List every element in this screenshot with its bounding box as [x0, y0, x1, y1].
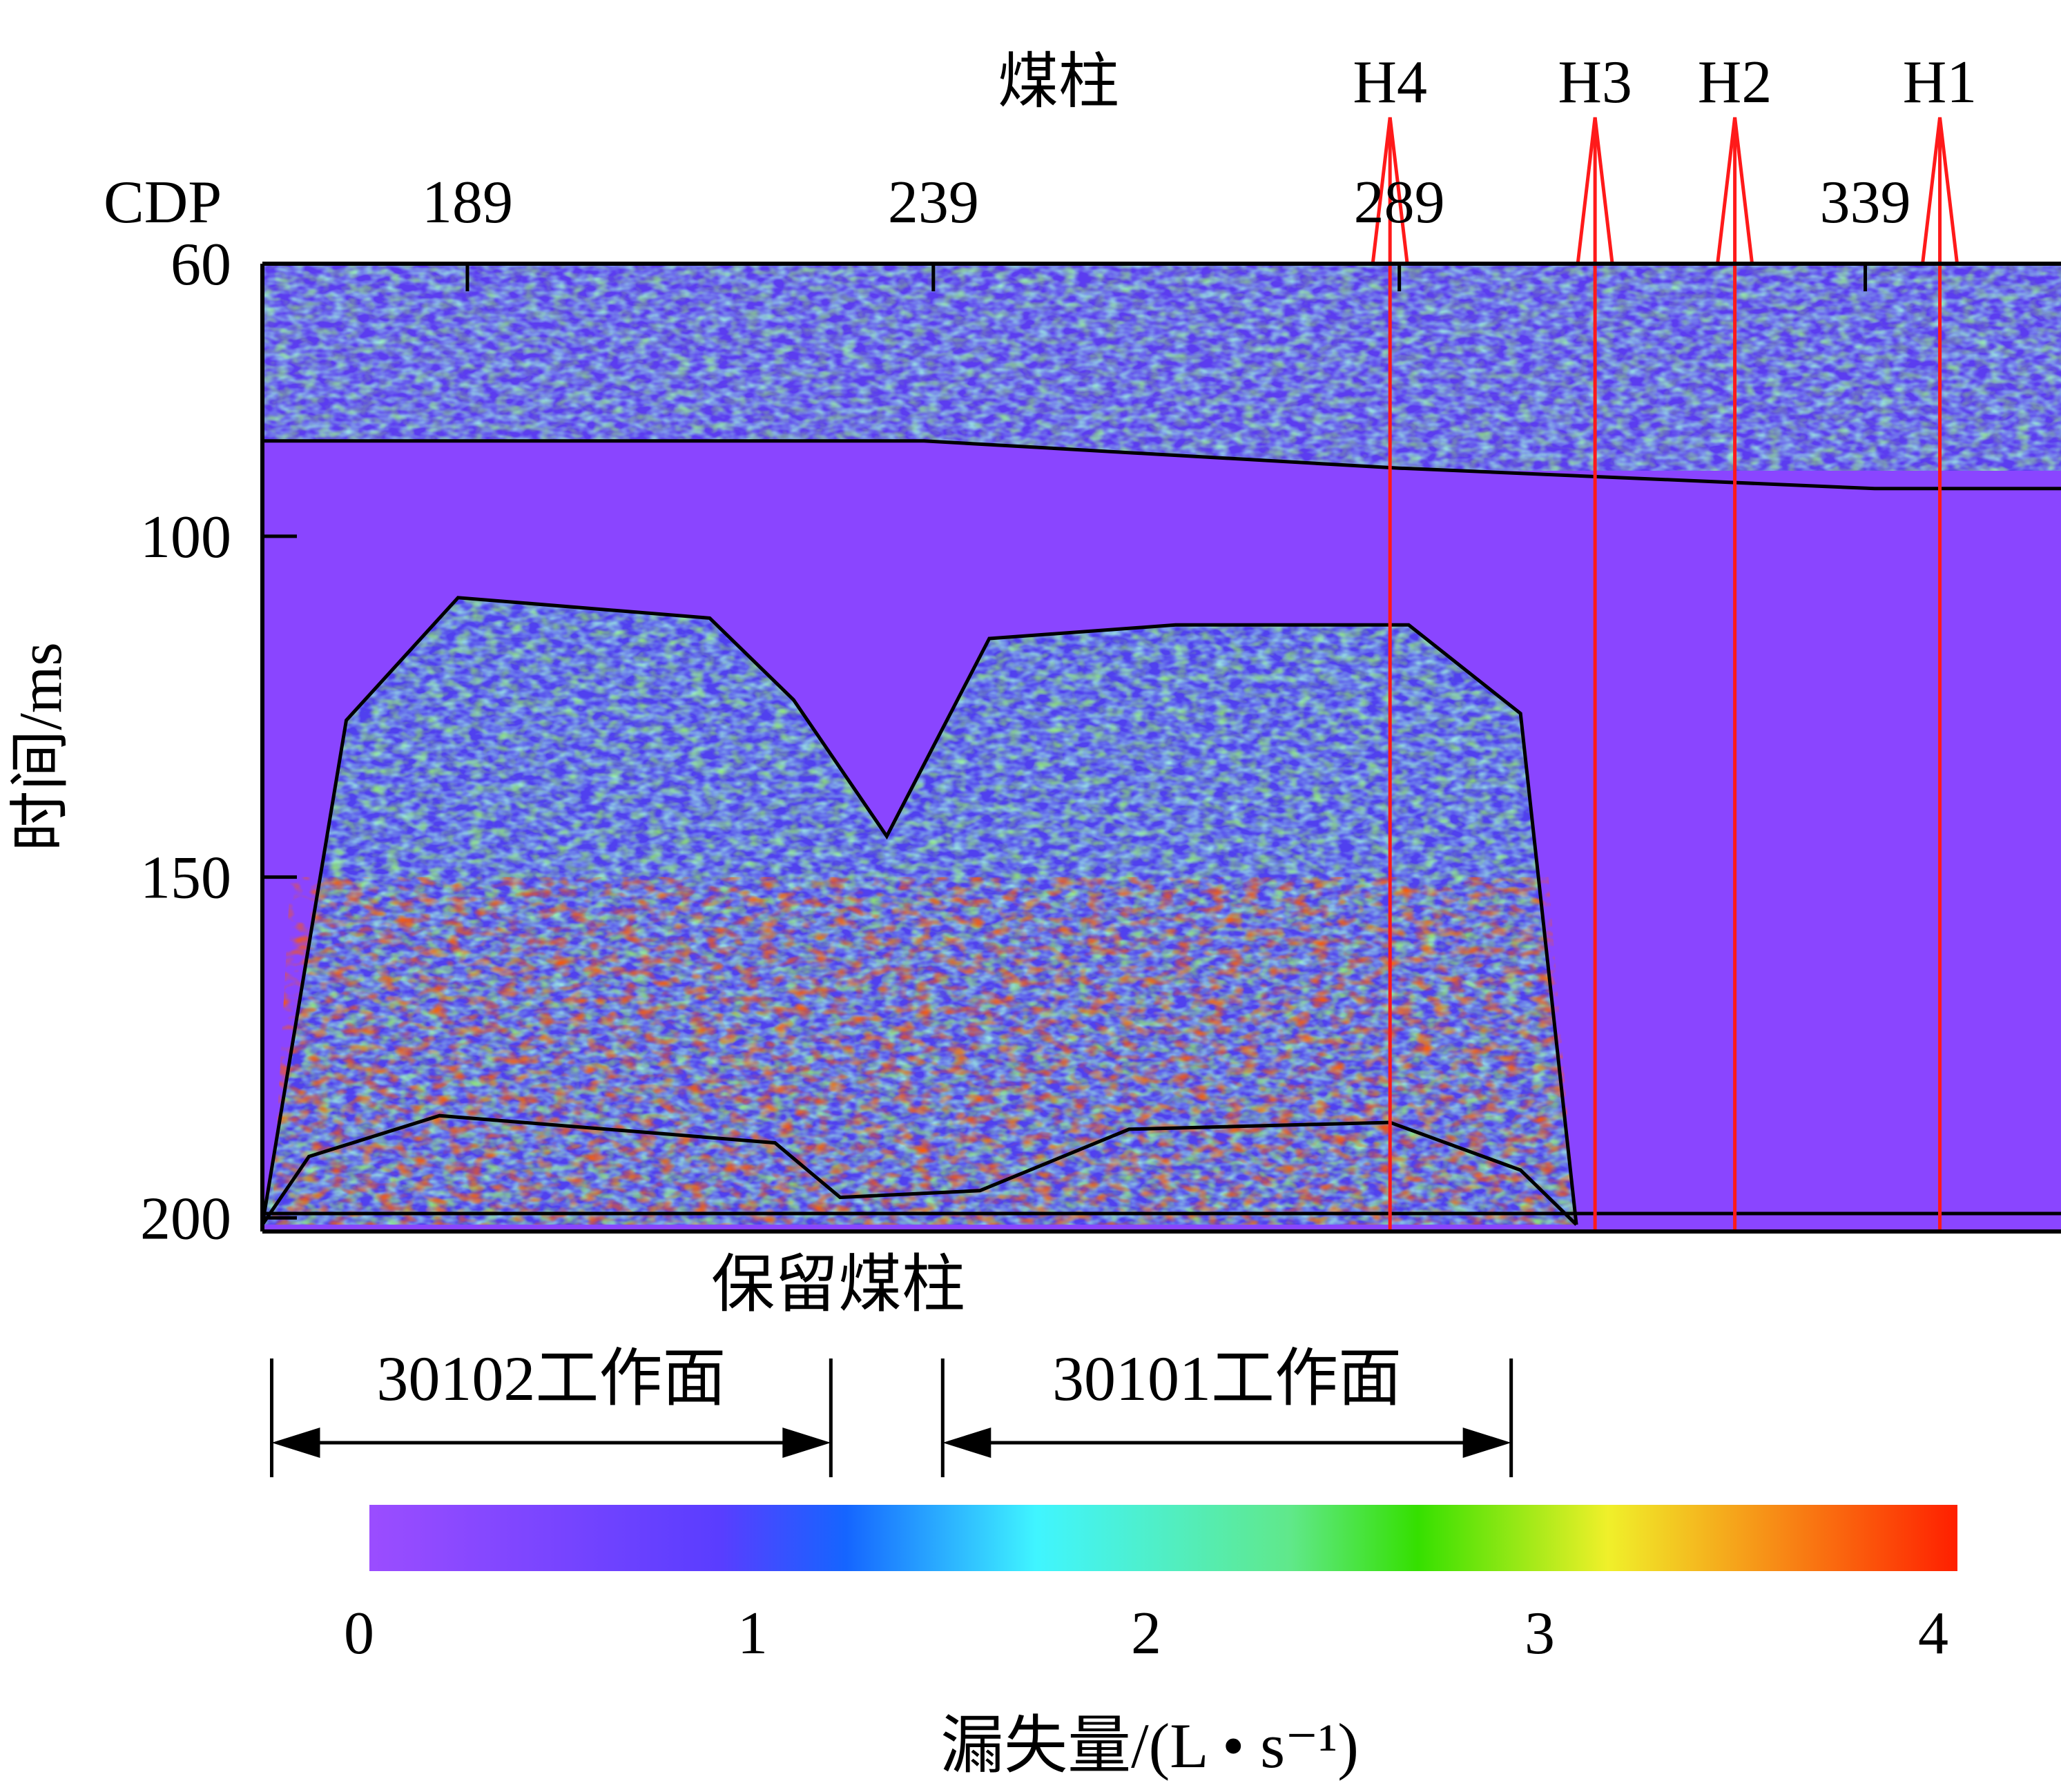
borehole-arrowhead: [1371, 117, 1409, 264]
borehole-h4: H4: [1353, 49, 1427, 1231]
borehole-label: H3: [1558, 49, 1632, 116]
y-tick-label: 150: [140, 845, 231, 912]
colorbar-tick-label: 4: [1918, 1600, 1948, 1667]
workface-arrow-left: [942, 1428, 991, 1458]
colorbar-tick-label: 1: [737, 1600, 768, 1667]
colorbar-label: 漏失量/(L • s⁻¹): [940, 1711, 1359, 1781]
colorbar: 0 1 2 3 4 漏失量/(L • s⁻¹): [344, 1505, 1957, 1781]
upper-layer-boundary: [262, 439, 2061, 491]
heatmap-background: [262, 264, 2061, 1231]
coal-pillar-marker-label: 煤柱: [998, 49, 1119, 116]
colorbar-tick-label: 0: [344, 1600, 374, 1667]
x-tick-label: 239: [888, 169, 979, 236]
workface-arrow-right: [1462, 1428, 1511, 1458]
colorbar-tick-label: 2: [1131, 1600, 1161, 1667]
retained-coal-pillar-label: 保留煤柱: [711, 1249, 965, 1320]
borehole-h2: H2: [1698, 49, 1772, 1231]
workface-label: 30101工作面: [1052, 1343, 1402, 1414]
borehole-label: H2: [1698, 49, 1772, 116]
borehole-label: H1: [1903, 49, 1977, 116]
borehole-arrowhead: [1716, 117, 1754, 264]
workface-label: 30102工作面: [376, 1343, 726, 1414]
y-tick-label: 100: [140, 504, 231, 571]
x-tick-label: 289: [1354, 169, 1445, 236]
y-tick-label: 200: [140, 1185, 231, 1252]
borehole-h3: H3: [1558, 49, 1632, 1231]
y-axis-label: 时间/ms: [8, 642, 75, 851]
workface-annotations: 保留煤柱 30102工作面 30101工作面: [269, 1249, 1513, 1477]
zone-boundaries: [260, 439, 2061, 1226]
x-tick-label: 339: [1820, 169, 1911, 236]
x-tick-label: 189: [422, 169, 513, 236]
colorbar-gradient: [369, 1505, 1957, 1571]
workface-arrow-left: [271, 1428, 320, 1458]
borehole-arrowhead: [1576, 117, 1614, 264]
borehole-label: H4: [1353, 49, 1427, 116]
workface-span: 30102工作面: [269, 1343, 833, 1477]
borehole-markers: H4 H3 H2 H1: [1353, 49, 1977, 1231]
plot-axes: 189 239 289 339 60 100 150 200 CDP 时间/ms 煤柱: [8, 49, 2061, 1252]
workface-span: 30101工作面: [940, 1343, 1513, 1477]
y-tick-label: 60: [171, 231, 231, 298]
caving-zone-boundary: [260, 596, 1578, 1225]
borehole-arrowhead: [1921, 117, 1960, 264]
workface-arrow-right: [782, 1428, 831, 1458]
borehole-h1: H1: [1903, 49, 1977, 1231]
colorbar-tick-label: 3: [1525, 1600, 1555, 1667]
fracture-zone-boundary: [260, 1113, 1578, 1226]
x-axis-title: CDP: [104, 169, 222, 236]
